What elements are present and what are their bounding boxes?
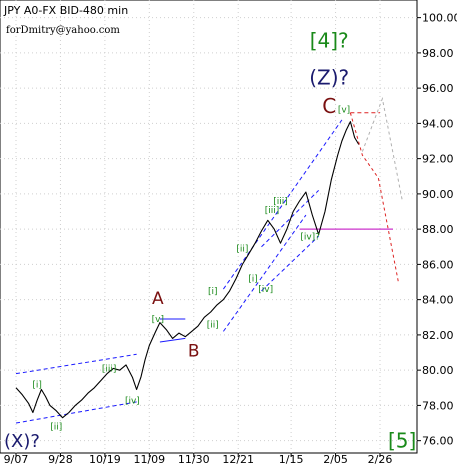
wave-iii-label: [iii]: [265, 206, 280, 216]
wave-i-label: [i]: [208, 287, 218, 297]
channel-line: [159, 337, 186, 343]
target-path-gray: [361, 96, 403, 202]
wave-5-label: [5]: [388, 429, 416, 453]
wave-iv-label: [iv]: [258, 285, 273, 295]
channel-line: [261, 190, 319, 248]
y-tick-label: 98.00: [422, 47, 454, 60]
plot-frame: [0, 0, 418, 454]
wave-ii-label: [ii]: [50, 423, 62, 433]
wave-iii-label: [iii]: [102, 365, 117, 375]
y-tick-label: 76.00: [422, 435, 454, 448]
channel-line: [15, 353, 137, 375]
x-tick-label: 12/21: [222, 453, 254, 465]
wave-4-label: [4]?: [310, 29, 349, 53]
y-tick-label: 78.00: [422, 399, 454, 412]
wave-annotations: [4]?(Z)?C [v]AB[iii][v][ii][i][iv]?[iv][i…: [4, 29, 416, 453]
grid: [0, 0, 417, 453]
channel-line: [222, 214, 307, 332]
x-tick-label: 2/26: [368, 453, 393, 465]
x-tick-label: 11/30: [178, 453, 210, 465]
y-tick-label: 94.00: [422, 117, 454, 130]
y-tick-label: 90.00: [422, 188, 454, 201]
levels: [299, 112, 393, 230]
x-tick-label: 2/05: [323, 453, 348, 465]
y-axis: 76.00 78.00 80.00 82.00 84.00 86.00 88.00 90.00…: [417, 12, 457, 448]
x-tick-label: 10/19: [89, 453, 121, 465]
wave-iv-q-label: [iv]?: [300, 232, 320, 242]
wave-ii-label: [ii]: [207, 320, 219, 330]
x-tick-label: 9/28: [48, 453, 73, 465]
wave-v-top-label: [v]: [338, 105, 350, 115]
y-tick-label: 84.00: [422, 294, 454, 307]
x-axis: 9/07 9/28 10/19 11/09 11/30 12/21 1/15 2/05 2/26: [4, 453, 393, 465]
y-tick-label: 86.00: [422, 258, 454, 271]
y-tick-label: 82.00: [422, 329, 454, 342]
x-tick-label: 1/15: [279, 453, 304, 465]
wave-iii-label: [iii]: [273, 197, 288, 207]
wave-z-label: (Z)?: [309, 66, 349, 90]
y-tick-label: 88.00: [422, 223, 454, 236]
chart-title: JPY A0-FX BID-480 min: [3, 4, 128, 17]
wave-i-label: [i]: [248, 275, 258, 285]
channel-line: [261, 235, 319, 292]
wave-b-label: B: [188, 342, 200, 362]
channels: [15, 119, 343, 424]
wave-a-label: A: [152, 289, 164, 309]
x-tick-label: 11/09: [133, 453, 165, 465]
target-paths: [349, 96, 403, 283]
y-tick-label: 80.00: [422, 364, 454, 377]
author-email: forDmitry@yahoo.com: [6, 25, 120, 36]
wave-iv-label: [iv]: [125, 396, 140, 406]
wave-ii-label: [ii]: [236, 245, 248, 255]
y-tick-label: 100.00: [422, 12, 457, 25]
price-series: [15, 121, 360, 419]
y-tick-label: 92.00: [422, 153, 454, 166]
wave-v-label: [v]: [152, 315, 164, 325]
wave-x-label: (X)?: [4, 431, 40, 452]
x-tick-label: 9/07: [4, 453, 29, 465]
y-tick-label: 96.00: [422, 82, 454, 95]
wave-c-label: C: [322, 94, 336, 118]
price-line: [15, 121, 360, 419]
wave-i-label: [i]: [32, 380, 42, 390]
